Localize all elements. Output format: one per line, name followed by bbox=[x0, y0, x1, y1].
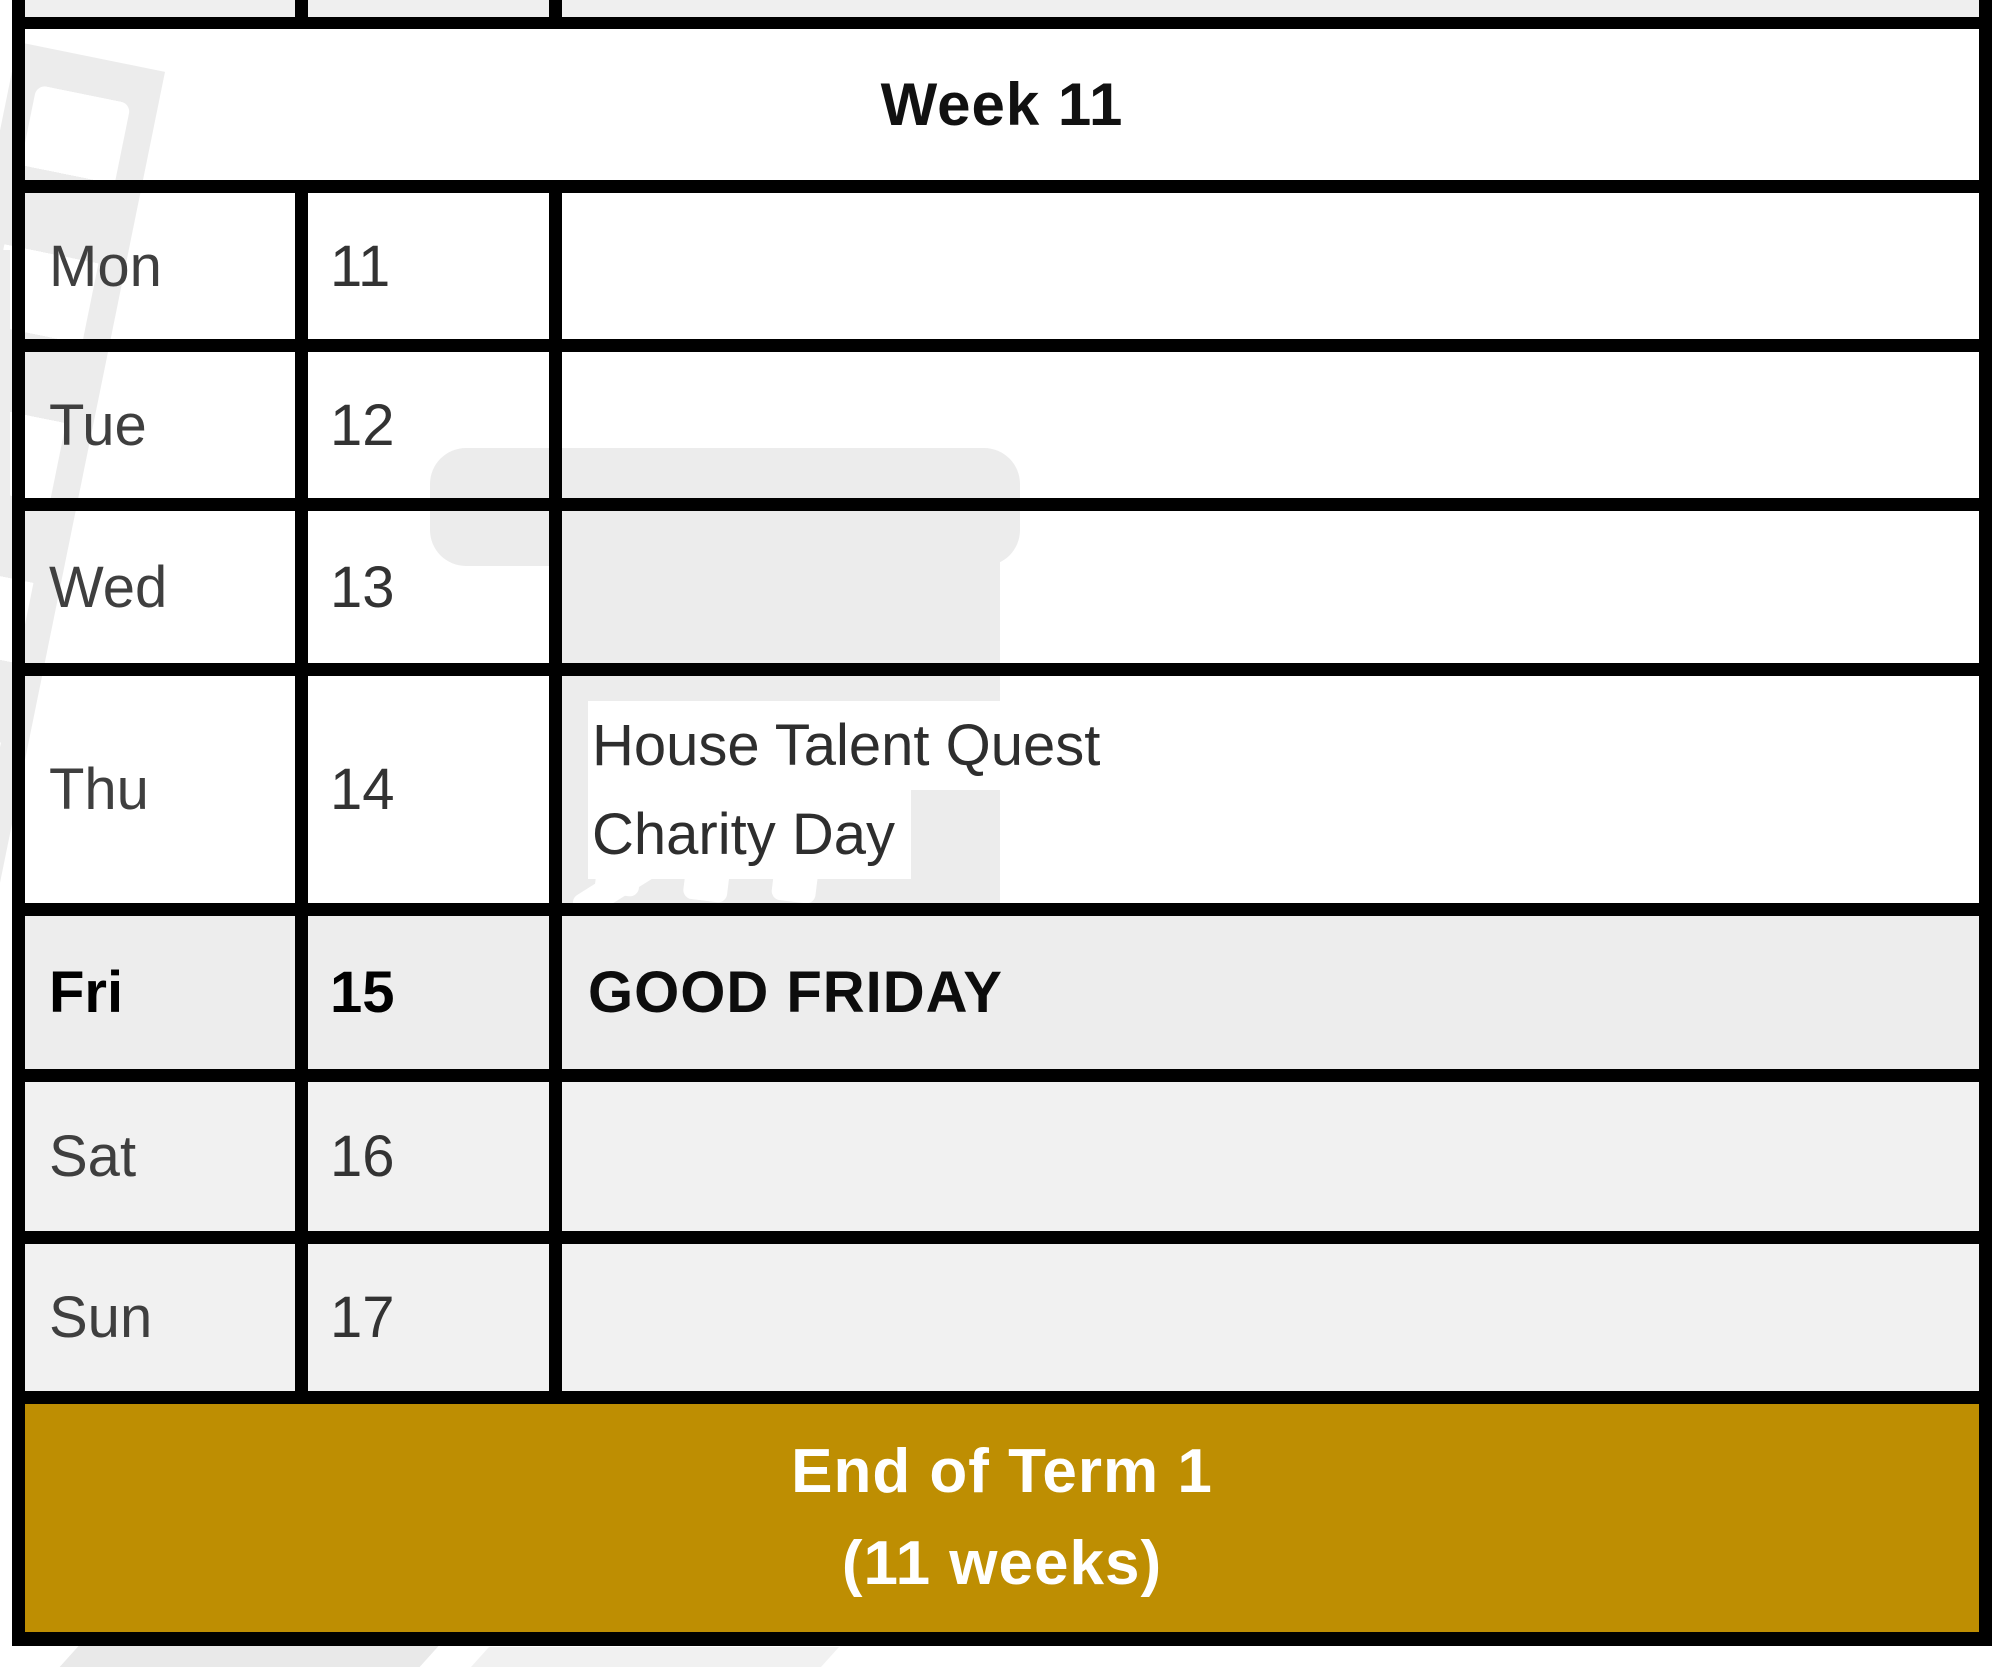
day-cell: Wed bbox=[25, 511, 295, 663]
column-divider bbox=[295, 916, 308, 1069]
column-divider bbox=[295, 1082, 308, 1231]
day-cell: Tue bbox=[25, 352, 295, 498]
date-label: 16 bbox=[330, 1124, 395, 1189]
partial-event-cell bbox=[562, 0, 1979, 17]
date-cell: 15 bbox=[308, 916, 549, 1069]
event-charity-day: Charity Day bbox=[588, 789, 911, 879]
date-label: 13 bbox=[330, 554, 395, 620]
column-divider bbox=[549, 916, 562, 1069]
column-divider bbox=[549, 193, 562, 339]
column-divider bbox=[549, 676, 562, 903]
partial-date-cell bbox=[308, 0, 549, 17]
column-divider bbox=[295, 0, 308, 17]
watermark-bottom-streak bbox=[470, 1647, 840, 1667]
partial-top-row bbox=[25, 0, 1979, 29]
event-cell bbox=[562, 511, 1979, 663]
day-cell: Sun bbox=[25, 1244, 295, 1391]
column-divider bbox=[295, 511, 308, 663]
day-label: Mon bbox=[49, 233, 162, 299]
watermark-edge-fragment bbox=[0, 250, 10, 540]
day-cell: Mon bbox=[25, 193, 295, 339]
event-good-friday: GOOD FRIDAY bbox=[588, 960, 1003, 1025]
day-label: Sun bbox=[49, 1285, 153, 1350]
date-label: 15 bbox=[330, 960, 395, 1025]
date-cell: 13 bbox=[308, 511, 549, 663]
day-cell: Sat bbox=[25, 1082, 295, 1231]
watermark-bottom-streak bbox=[59, 1644, 441, 1667]
column-divider bbox=[295, 193, 308, 339]
event-house-talent-quest: House Talent Quest bbox=[588, 700, 1117, 790]
date-label: 12 bbox=[330, 392, 395, 458]
week-header-row: Week 11 bbox=[25, 29, 1979, 193]
date-cell: 16 bbox=[308, 1082, 549, 1231]
date-label: 17 bbox=[330, 1285, 395, 1350]
end-of-term-banner: End of Term 1 (11 weeks) bbox=[25, 1404, 1979, 1646]
table-row-tue: Tue 12 bbox=[25, 352, 1979, 511]
calendar-table: Week 11 Mon 11 Tue 12 bbox=[12, 0, 1992, 1646]
column-divider bbox=[295, 676, 308, 903]
table-row-thu: Thu 14 House Talent Quest Charity Day bbox=[25, 676, 1979, 916]
banner-line-1: End of Term 1 bbox=[791, 1437, 1213, 1506]
event-cell bbox=[562, 352, 1979, 498]
date-cell: 17 bbox=[308, 1244, 549, 1391]
day-label: Thu bbox=[49, 757, 149, 822]
column-divider bbox=[295, 1244, 308, 1391]
table-row-mon: Mon 11 bbox=[25, 193, 1979, 352]
table-row-wed: Wed 13 bbox=[25, 511, 1979, 676]
event-cell: House Talent Quest Charity Day bbox=[562, 676, 1979, 903]
day-cell: Fri bbox=[25, 916, 295, 1069]
column-divider bbox=[549, 0, 562, 17]
date-cell: 14 bbox=[308, 676, 549, 903]
day-cell: Thu bbox=[25, 676, 295, 903]
event-cell bbox=[562, 1244, 1979, 1391]
day-label: Tue bbox=[49, 392, 147, 458]
partial-day-cell bbox=[25, 0, 295, 17]
column-divider bbox=[549, 1082, 562, 1231]
date-label: 11 bbox=[330, 233, 391, 299]
banner-line-2: (11 weeks) bbox=[841, 1529, 1163, 1598]
table-row-sun: Sun 17 bbox=[25, 1244, 1979, 1404]
column-divider bbox=[549, 352, 562, 498]
day-label: Wed bbox=[49, 554, 168, 620]
event-cell bbox=[562, 1082, 1979, 1231]
table-row-fri: Fri 15 GOOD FRIDAY bbox=[25, 916, 1979, 1082]
column-divider bbox=[549, 1244, 562, 1391]
date-label: 14 bbox=[330, 757, 395, 822]
week-title: Week 11 bbox=[880, 71, 1124, 138]
date-cell: 12 bbox=[308, 352, 549, 498]
event-cell bbox=[562, 193, 1979, 339]
table-row-sat: Sat 16 bbox=[25, 1082, 1979, 1244]
day-label: Fri bbox=[49, 960, 124, 1025]
column-divider bbox=[549, 511, 562, 663]
column-divider bbox=[295, 352, 308, 498]
event-cell: GOOD FRIDAY bbox=[562, 916, 1979, 1069]
day-label: Sat bbox=[49, 1124, 137, 1189]
date-cell: 11 bbox=[308, 193, 549, 339]
